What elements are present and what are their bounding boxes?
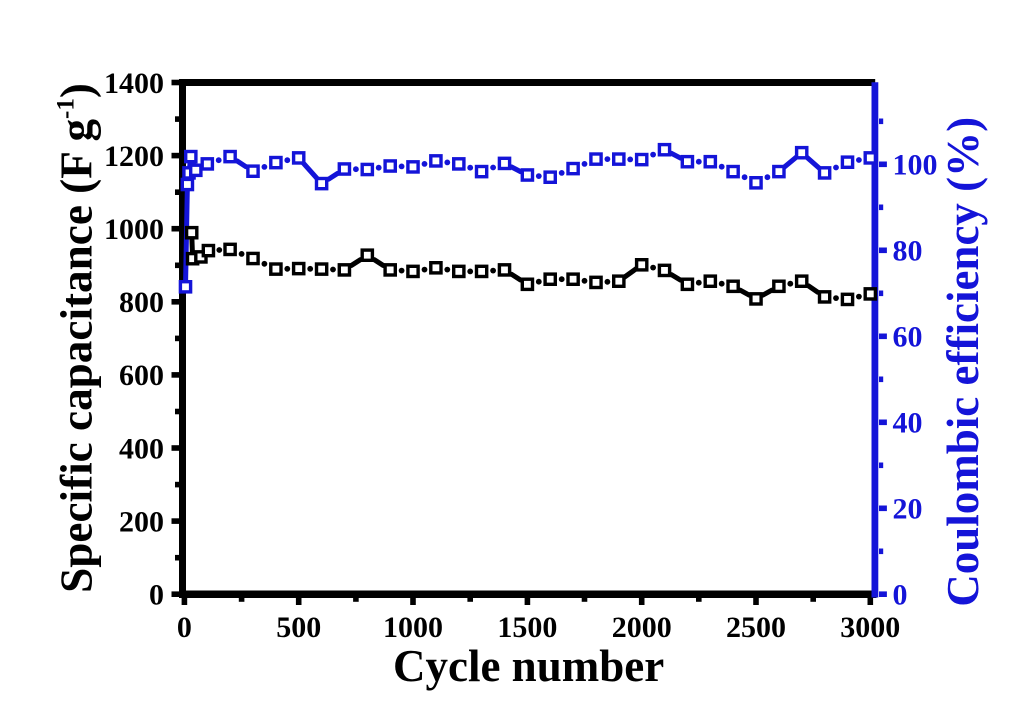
svg-text:1200: 1200: [104, 140, 164, 173]
svg-text:0: 0: [893, 579, 908, 612]
svg-text:Cycle number: Cycle number: [393, 641, 664, 691]
svg-text:1400: 1400: [104, 67, 164, 100]
svg-text:100: 100: [893, 149, 938, 182]
svg-text:2500: 2500: [726, 611, 786, 644]
svg-text:1000: 1000: [104, 213, 164, 246]
svg-text:0: 0: [149, 579, 164, 612]
svg-text:0: 0: [177, 611, 192, 644]
svg-text:3000: 3000: [840, 611, 900, 644]
svg-text:400: 400: [119, 432, 164, 465]
svg-text:20: 20: [893, 493, 923, 526]
svg-text:600: 600: [119, 359, 164, 392]
svg-text:1000: 1000: [383, 611, 443, 644]
svg-text:80: 80: [893, 235, 923, 268]
svg-text:500: 500: [276, 611, 321, 644]
svg-text:60: 60: [893, 321, 923, 354]
svg-text:40: 40: [893, 407, 923, 440]
svg-text:200: 200: [119, 505, 164, 538]
svg-text:800: 800: [119, 286, 164, 319]
svg-text:1500: 1500: [497, 611, 557, 644]
svg-text:2000: 2000: [612, 611, 672, 644]
svg-text:Coulombic efficiency (%): Coulombic efficiency (%): [938, 117, 988, 607]
svg-text:Specific capacitance (F g-1): Specific capacitance (F g-1): [52, 83, 102, 593]
